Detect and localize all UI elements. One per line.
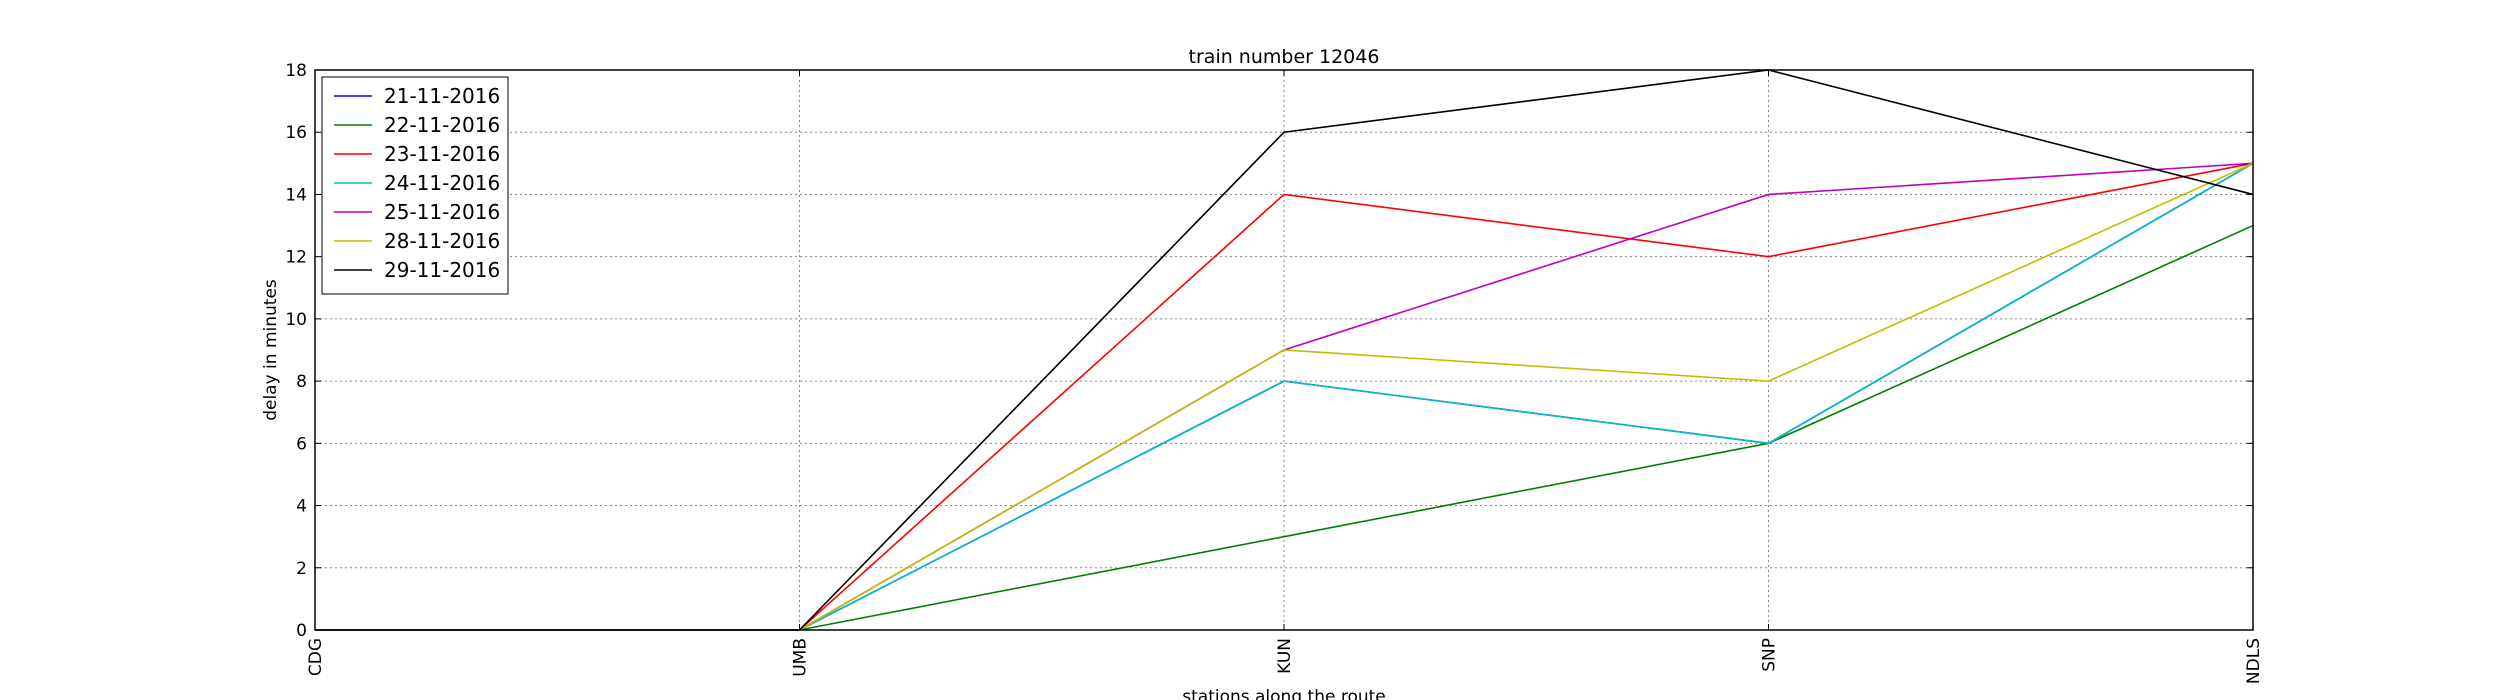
y-tick-label: 14 xyxy=(285,185,307,205)
y-tick-label: 18 xyxy=(285,61,307,81)
y-tick-label: 2 xyxy=(296,559,307,579)
legend-label: 28-11-2016 xyxy=(384,229,500,253)
grid-lines xyxy=(315,70,2253,630)
y-tick-label: 16 xyxy=(285,123,307,143)
y-tick-label: 12 xyxy=(285,248,307,268)
legend-label: 24-11-2016 xyxy=(384,171,500,195)
y-tick-label: 8 xyxy=(296,372,307,392)
legend-label: 22-11-2016 xyxy=(384,113,500,137)
legend-box xyxy=(321,76,509,295)
x-tick-label: CDG xyxy=(306,638,326,676)
y-tick-label: 10 xyxy=(285,310,307,330)
axis-ticks: 0 2 4 6 8 10 12 14 16 18 CDG UMB KUN SNP NDLS xyxy=(285,61,2264,684)
x-tick-label: KUN xyxy=(1275,638,1295,674)
y-tick-label: 4 xyxy=(296,497,307,517)
x-tick-label: UMB xyxy=(791,638,811,677)
x-axis-label: stations along the route xyxy=(1182,687,1386,700)
legend-label: 29-11-2016 xyxy=(384,258,500,282)
legend: 21-11-2016 22-11-2016 23-11-2016 24-11-2016… xyxy=(321,76,509,295)
legend-label: 25-11-2016 xyxy=(384,200,500,224)
chart-title: train number 12046 xyxy=(1189,46,1380,68)
x-tick-label: SNP xyxy=(1760,638,1780,672)
y-tick-label: 6 xyxy=(296,434,307,454)
y-axis-label: delay in minutes xyxy=(261,279,281,421)
legend-label: 23-11-2016 xyxy=(384,142,500,166)
legend-label: 21-11-2016 xyxy=(384,84,500,108)
x-tick-label: NDLS xyxy=(2244,638,2264,684)
y-tick-label: 0 xyxy=(296,621,307,641)
